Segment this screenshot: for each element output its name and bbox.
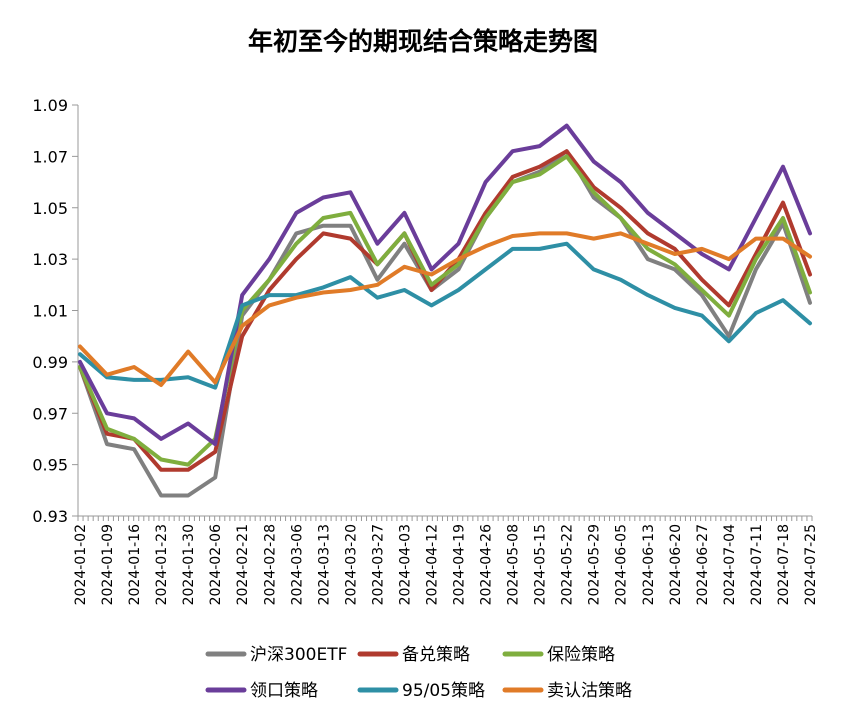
series-layer xyxy=(78,123,812,498)
x-tick-label: 2024-05-08 xyxy=(506,524,522,605)
x-tick-label: 2024-03-27 xyxy=(370,524,386,605)
x-tick-label: 2024-06-20 xyxy=(668,524,684,605)
series-line-6 xyxy=(78,231,812,387)
x-tick-label: 2024-02-28 xyxy=(262,524,278,605)
chart-title: 年初至今的期现结合策略走势图 xyxy=(247,27,598,56)
x-tick-label: 2024-07-11 xyxy=(749,524,765,605)
y-tick-label: 1.03 xyxy=(32,250,68,269)
x-tick-label: 2024-05-15 xyxy=(533,524,549,605)
axes: 0.93 0.95 0.97 0.99 1.01 1.03 1.05 1.07 1.09 2024… xyxy=(32,96,819,605)
x-tick-label: 2024-01-23 xyxy=(154,524,170,605)
legend-label: 领口策略 xyxy=(250,681,318,701)
series-line-1 xyxy=(78,149,812,498)
series-line-4 xyxy=(78,123,812,447)
y-tick-label: 0.93 xyxy=(32,507,68,526)
x-tick-label: 2024-04-19 xyxy=(452,524,468,605)
x-tick-label: 2024-01-02 xyxy=(73,524,89,605)
x-tick-label: 2024-06-05 xyxy=(614,524,630,605)
x-tick-label: 2024-04-03 xyxy=(397,524,413,605)
x-tick-label: 2024-04-12 xyxy=(424,524,440,605)
x-tick-label: 2024-07-04 xyxy=(722,524,738,605)
y-tick-label: 1.07 xyxy=(32,147,68,166)
series-line-3 xyxy=(78,154,812,467)
y-tick-label: 0.95 xyxy=(32,456,68,475)
x-tick-label: 2024-07-18 xyxy=(776,524,792,605)
series-line-5 xyxy=(78,241,812,390)
legend-label: 保险策略 xyxy=(547,645,615,665)
x-tick-label: 2024-02-21 xyxy=(235,524,251,605)
legend-label: 卖认沽策略 xyxy=(547,681,632,701)
y-tick-label: 0.97 xyxy=(32,404,68,423)
x-tick-label: 2024-01-16 xyxy=(127,524,143,605)
x-tick-label: 2024-02-06 xyxy=(208,524,224,605)
x-tick-label: 2024-06-27 xyxy=(695,524,711,605)
x-tick-label: 2024-05-29 xyxy=(587,524,603,605)
y-tick-label: 1.09 xyxy=(32,96,68,115)
x-tick-label: 2024-06-13 xyxy=(641,524,657,605)
legend-label: 备兑策略 xyxy=(402,645,470,665)
y-tick-label: 1.01 xyxy=(32,302,68,321)
y-tick-label: 1.05 xyxy=(32,199,68,218)
x-tick-label: 2024-03-13 xyxy=(316,524,332,605)
series-line-2 xyxy=(78,149,812,472)
x-tick-label: 2024-05-22 xyxy=(560,524,576,605)
x-tick-label: 2024-03-06 xyxy=(289,524,305,605)
legend-label: 95/05策略 xyxy=(402,681,485,701)
x-tick-label: 2024-04-26 xyxy=(479,524,495,605)
legend-label: 沪深300ETF xyxy=(250,645,347,665)
x-tick-label: 2024-03-20 xyxy=(343,524,359,605)
x-tick-label: 2024-01-30 xyxy=(181,524,197,605)
y-tick-label: 0.99 xyxy=(32,353,68,372)
x-tick-label: 2024-07-25 xyxy=(803,524,819,605)
x-tick-label: 2024-01-09 xyxy=(100,524,116,605)
